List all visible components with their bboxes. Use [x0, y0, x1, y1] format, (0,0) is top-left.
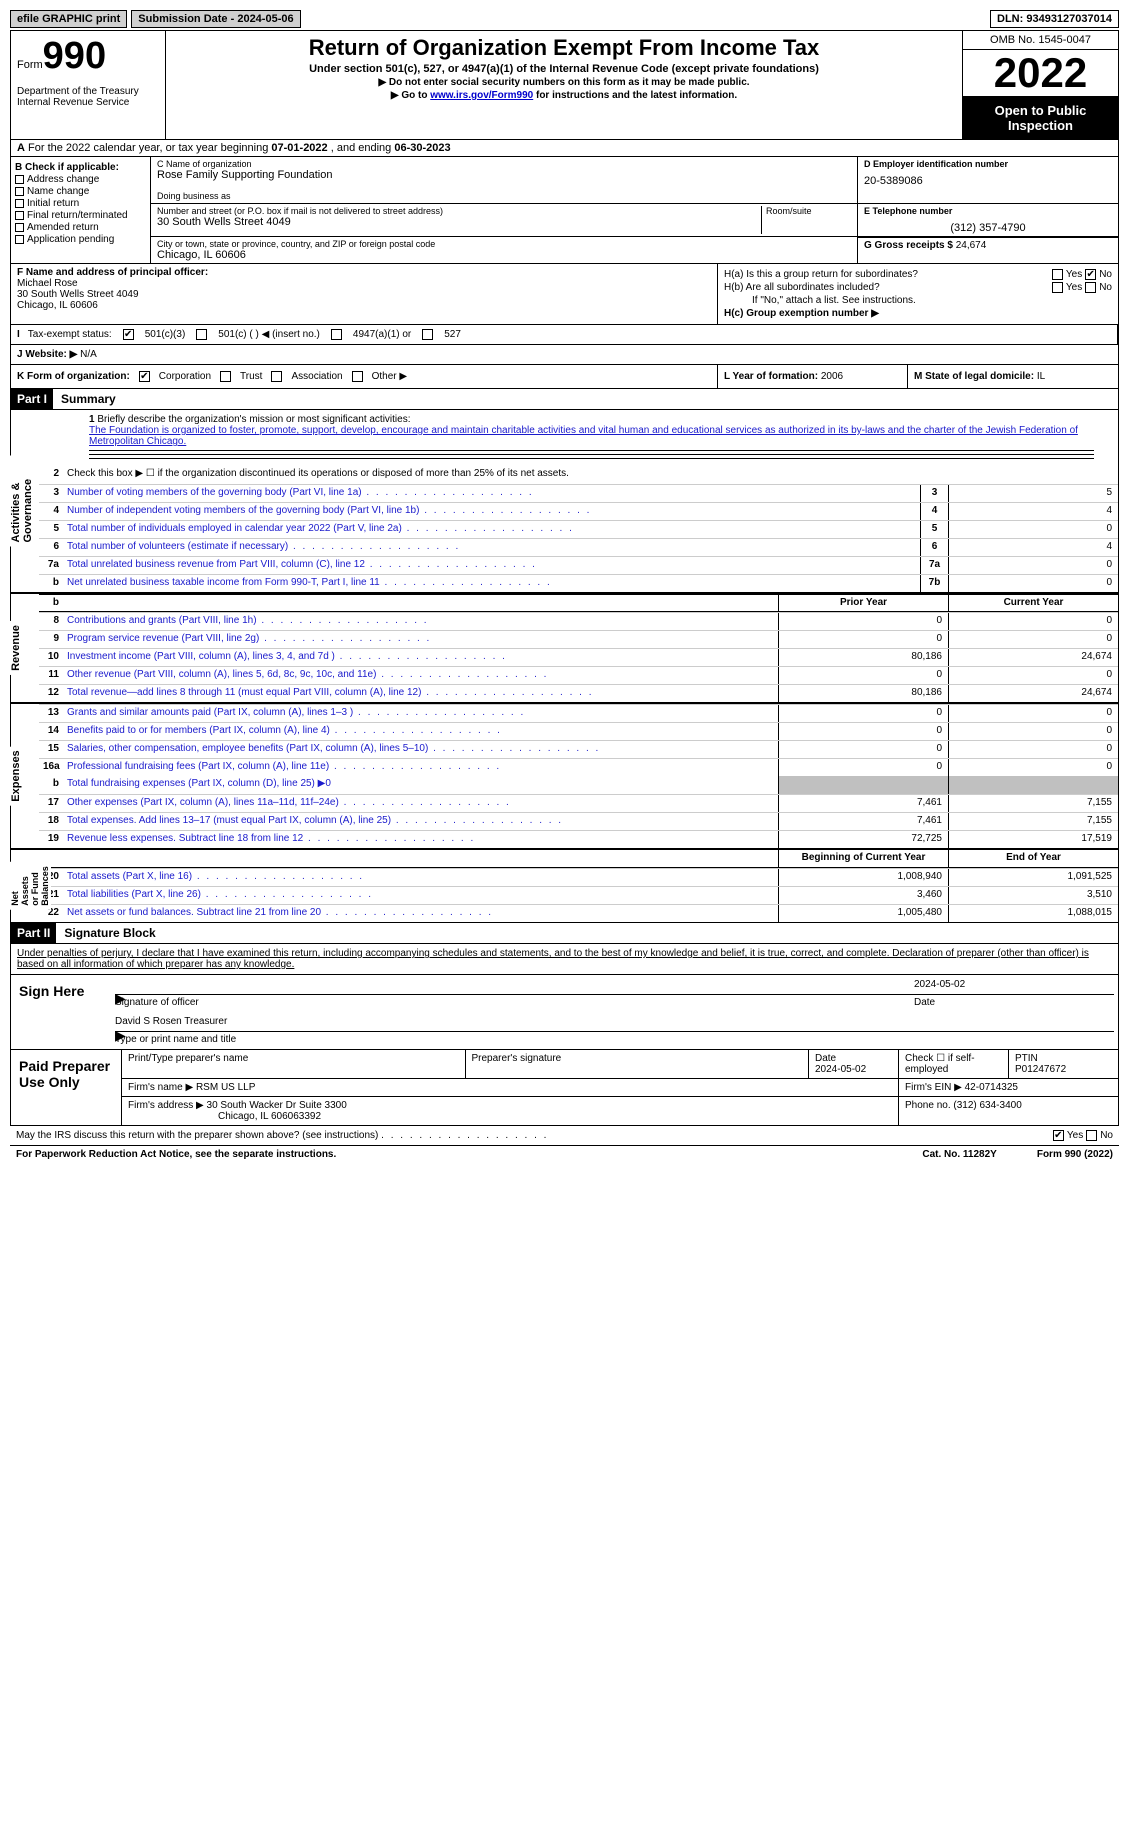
dept-treasury: Department of the Treasury Internal Reve… [17, 86, 159, 108]
form-number: 990 [43, 35, 106, 77]
header-center: Return of Organization Exempt From Incom… [166, 31, 963, 139]
irs-discuss-row: May the IRS discuss this return with the… [10, 1126, 1119, 1146]
cb-other[interactable] [352, 371, 363, 382]
subtitle-1: Under section 501(c), 527, or 4947(a)(1)… [174, 63, 954, 75]
discuss-no[interactable] [1086, 1130, 1097, 1141]
dln-box: DLN: 93493127037014 [990, 10, 1119, 28]
header-right: OMB No. 1545-0047 2022 Open to Public In… [963, 31, 1118, 139]
col-m-state: M State of legal domicile: IL [908, 365, 1118, 388]
section-governance: Activities & Governance 1 Briefly descri… [11, 410, 1118, 594]
subtitle-3: ▶ Go to www.irs.gov/Form990 for instruct… [174, 90, 954, 101]
section-netassets: Net Assets or Fund Balances Beginning of… [11, 850, 1118, 922]
form-label: Form [17, 59, 43, 71]
ha-yes[interactable] [1052, 269, 1063, 280]
sig-intro: Under penalties of perjury, I declare th… [10, 944, 1119, 975]
cb-501c[interactable] [196, 329, 207, 340]
section-revenue: Revenue b Prior YearCurrent Year 8Contri… [11, 594, 1118, 704]
discuss-yes[interactable] [1053, 1130, 1064, 1141]
section-expenses: Expenses 13Grants and similar amounts pa… [11, 704, 1118, 850]
col-h: H(a) Is this a group return for subordin… [718, 264, 1118, 324]
footer: For Paperwork Reduction Act Notice, see … [10, 1146, 1119, 1163]
cb-trust[interactable] [220, 371, 231, 382]
paid-preparer: Paid Preparer Use Only Print/Type prepar… [10, 1050, 1119, 1126]
cb-4947[interactable] [331, 329, 342, 340]
part1-header: Part I Summary [10, 389, 1119, 410]
cb-name-change[interactable]: Name change [15, 186, 146, 197]
row-a: A For the 2022 calendar year, or tax yea… [10, 140, 1119, 157]
box-d-ein: D Employer identification number 20-5389… [858, 157, 1118, 203]
cb-initial-return[interactable]: Initial return [15, 198, 146, 209]
form-title: Return of Organization Exempt From Incom… [174, 35, 954, 61]
irs-link[interactable]: www.irs.gov/Form990 [430, 90, 533, 101]
col-f-officer: F Name and address of principal officer:… [11, 264, 718, 324]
header-left: Form990 Department of the Treasury Inter… [11, 31, 166, 139]
box-c-name: C Name of organizationRose Family Suppor… [151, 157, 858, 203]
omb-number: OMB No. 1545-0047 [963, 31, 1118, 50]
cb-address-change[interactable]: Address change [15, 174, 146, 185]
box-e-phone: E Telephone number (312) 357-4790 [858, 204, 1118, 236]
hb-no[interactable] [1085, 282, 1096, 293]
box-g-gross: G Gross receipts $ 24,674 [858, 237, 1118, 263]
tax-year: 2022 [963, 50, 1118, 97]
part1-grid: Activities & Governance 1 Briefly descri… [10, 410, 1119, 923]
row-j-website: J Website: ▶ N/A [10, 345, 1119, 365]
submission-date-button[interactable]: Submission Date - 2024-05-06 [131, 10, 300, 28]
col-l-year: L Year of formation: 2006 [718, 365, 908, 388]
cb-assoc[interactable] [271, 371, 282, 382]
sign-here-block: Sign Here 2024-05-02 ▶ Signature of offi… [10, 975, 1119, 1050]
open-to-public: Open to Public Inspection [963, 97, 1118, 139]
ha-no[interactable] [1085, 269, 1096, 280]
cb-501c3[interactable] [123, 329, 134, 340]
row-i: ITax-exempt status: 501(c)(3) 501(c) ( )… [10, 325, 1119, 345]
efile-print-button[interactable]: efile GRAPHIC print [10, 10, 127, 28]
col-b-checkboxes: B Check if applicable: Address change Na… [11, 157, 151, 263]
cb-app-pending[interactable]: Application pending [15, 234, 146, 245]
hb-yes[interactable] [1052, 282, 1063, 293]
header: Form990 Department of the Treasury Inter… [10, 30, 1119, 140]
cb-corp[interactable] [139, 371, 150, 382]
top-bar: efile GRAPHIC print Submission Date - 20… [10, 10, 1119, 28]
cb-527[interactable] [422, 329, 433, 340]
section-fh: F Name and address of principal officer:… [10, 264, 1119, 325]
section-bcd: B Check if applicable: Address change Na… [10, 157, 1119, 264]
subtitle-2: ▶ Do not enter social security numbers o… [174, 77, 954, 88]
part2-header: Part II Signature Block [10, 923, 1119, 944]
cb-amended[interactable]: Amended return [15, 222, 146, 233]
col-cd: C Name of organizationRose Family Suppor… [151, 157, 1118, 263]
row-klm: K Form of organization: Corporation Trus… [10, 365, 1119, 389]
cb-final-return[interactable]: Final return/terminated [15, 210, 146, 221]
mission-text: The Foundation is organized to foster, p… [89, 425, 1078, 447]
